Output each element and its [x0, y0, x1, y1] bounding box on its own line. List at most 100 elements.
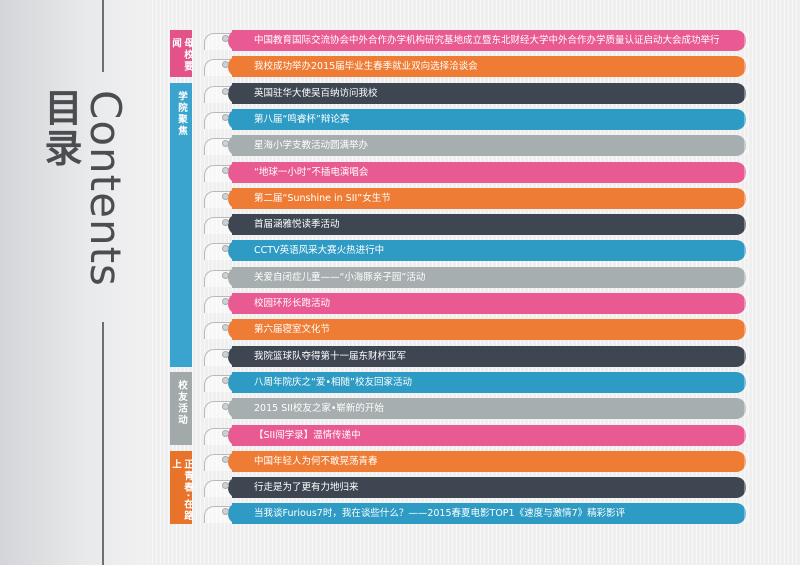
contents-item-bar: [232, 240, 746, 262]
contents-item-cap: [228, 214, 240, 236]
section-label-text: 校友活动: [176, 379, 187, 426]
contents-item-bar: [232, 266, 746, 288]
pin-icon: [222, 508, 229, 516]
contents-item[interactable]: 校园环形长跑活动: [200, 293, 748, 314]
pin-icon: [222, 482, 229, 490]
contents-item-bar: [232, 30, 746, 51]
contents-item-cap: [228, 135, 240, 157]
contents-item-cap: [228, 398, 240, 420]
contents-item-label: 星海小学支教活动圆满举办: [254, 140, 369, 152]
pin-icon: [222, 376, 229, 384]
contents-item-bar: [232, 187, 746, 209]
pin-icon: [222, 403, 229, 411]
bar-end-tab: [744, 58, 748, 76]
contents-item-cap: [228, 82, 240, 104]
pin-icon: [222, 271, 229, 279]
contents-item-bar: [232, 450, 746, 472]
contents-item[interactable]: 【SII闯学录】温情传递中: [200, 424, 748, 446]
contents-item-label: 第六届寝室文化节: [254, 324, 331, 336]
bar-end-tab: [744, 163, 748, 181]
contents-item-label: 中国年轻人为何不敢晃荡青春: [254, 455, 378, 467]
contents-item[interactable]: 第二届“Sunshine in SII”女生节: [200, 187, 748, 209]
contents-item-cap: [228, 450, 240, 472]
bar-end-tab: [744, 347, 748, 365]
bar-end-tab: [744, 32, 748, 49]
title-english: Contents: [81, 90, 130, 287]
pin-icon: [222, 455, 229, 463]
contents-item[interactable]: 中国教育国际交流协会中外合作办学机构研究基地成立暨东北财经大学中外合作办学质量认…: [200, 30, 748, 51]
contents-item-label: CCTV英语风采大赛火热进行中: [254, 245, 385, 257]
contents-item[interactable]: 关爱自闭症儿童——“小海豚亲子园”活动: [200, 266, 748, 288]
bar-end-tab: [744, 189, 748, 207]
contents-item-bar: [232, 135, 746, 157]
contents-item-label: 第八届“鸣睿杯”辩论赛: [254, 113, 350, 125]
contents-item[interactable]: 2015 SII校友之家•崭新的开始: [200, 398, 748, 420]
contents-item-label: 【SII闯学录】温情传递中: [254, 429, 361, 441]
bar-end-tab: [744, 426, 748, 444]
contents-item-cap: [228, 424, 240, 446]
pin-icon: [222, 87, 229, 95]
contents-item-bar: [232, 161, 746, 183]
contents-item[interactable]: 八周年院庆之“爱•相随”校友回家活动: [200, 371, 748, 393]
contents-item-bar: [232, 293, 746, 314]
contents-item-label: 2015 SII校友之家•崭新的开始: [254, 403, 384, 415]
bar-end-tab: [744, 242, 748, 260]
contents-item-bar: [232, 82, 746, 104]
contents-item[interactable]: 行走是为了更有力地归来: [200, 477, 748, 499]
pin-icon: [222, 61, 229, 69]
bar-end-tab: [744, 400, 748, 418]
section-label-text: 学院聚焦: [176, 90, 187, 137]
contents-item[interactable]: 英国驻华大使吴百纳访问我校: [200, 82, 748, 104]
contents-item-cap: [228, 266, 240, 288]
contents-item[interactable]: 我校成功举办2015届毕业生春季就业双向选择洽谈会: [200, 56, 748, 78]
pin-icon: [222, 245, 229, 253]
contents-item-label: 行走是为了更有力地归来: [254, 482, 359, 494]
contents-item-cap: [228, 293, 240, 314]
contents-item-label: 我校成功举办2015届毕业生春季就业双向选择洽谈会: [254, 61, 478, 73]
contents-item-bar: [232, 424, 746, 446]
bar-end-tab: [744, 110, 748, 128]
contents-item-bar: [232, 477, 746, 499]
contents-item-cap: [228, 503, 240, 525]
contents-item[interactable]: 我院篮球队夺得第十一届东财杯亚军: [200, 345, 748, 367]
contents-item-cap: [228, 30, 240, 51]
contents-item-bar: [232, 319, 746, 341]
section-label-4: 正青春·在路上: [170, 450, 193, 525]
contents-item[interactable]: 第八届“鸣睿杯”辩论赛: [200, 108, 748, 130]
section-label-2: 学院聚焦: [170, 82, 192, 367]
contents-item[interactable]: CCTV英语风采大赛火热进行中: [200, 240, 748, 262]
contents-item-label: “地球一小时”不插电演唱会: [254, 166, 369, 178]
bar-end-tab: [744, 268, 748, 286]
bar-end-tab: [744, 373, 748, 391]
bar-end-tab: [744, 505, 748, 523]
pin-icon: [222, 166, 229, 174]
contents-item[interactable]: “地球一小时”不插电演唱会: [200, 161, 748, 183]
contents-item-label: 校园环形长跑活动: [254, 298, 331, 309]
contents-item[interactable]: 星海小学支教活动圆满举办: [200, 135, 748, 157]
pin-icon: [222, 113, 229, 121]
contents-item[interactable]: 首届涵雅悦读季活动: [200, 214, 748, 236]
contents-item-cap: [228, 56, 240, 78]
contents-item-bar: [232, 345, 746, 367]
contents-item-cap: [228, 477, 240, 499]
contents-item-cap: [228, 240, 240, 262]
contents-item-label: 当我谈Furious7时，我在谈些什么？——2015春夏电影TOP1《速度与激情…: [254, 508, 626, 520]
contents-item[interactable]: 第六届寝室文化节: [200, 319, 748, 341]
pin-icon: [222, 429, 229, 437]
section-label-1: 母校要闻: [170, 30, 193, 78]
contents-item-label: 我院篮球队夺得第十一届东财杯亚军: [254, 350, 407, 362]
contents-item[interactable]: 当我谈Furious7时，我在谈些什么？——2015春夏电影TOP1《速度与激情…: [200, 503, 748, 525]
contents-item-cap: [228, 187, 240, 209]
pin-icon: [222, 140, 229, 148]
contents-item-cap: [228, 371, 240, 393]
contents-item[interactable]: 中国年轻人为何不敢晃荡青春: [200, 450, 748, 472]
contents-item-label: 八周年院庆之“爱•相随”校友回家活动: [254, 376, 412, 388]
contents-item-bar: [232, 108, 746, 130]
pin-icon: [222, 192, 229, 200]
pin-icon: [222, 324, 229, 332]
contents-item-bar: [232, 56, 746, 78]
contents-item-bar: [232, 371, 746, 393]
bar-end-tab: [744, 452, 748, 470]
bar-end-tab: [744, 216, 748, 234]
contents-item-bar: [232, 214, 746, 236]
